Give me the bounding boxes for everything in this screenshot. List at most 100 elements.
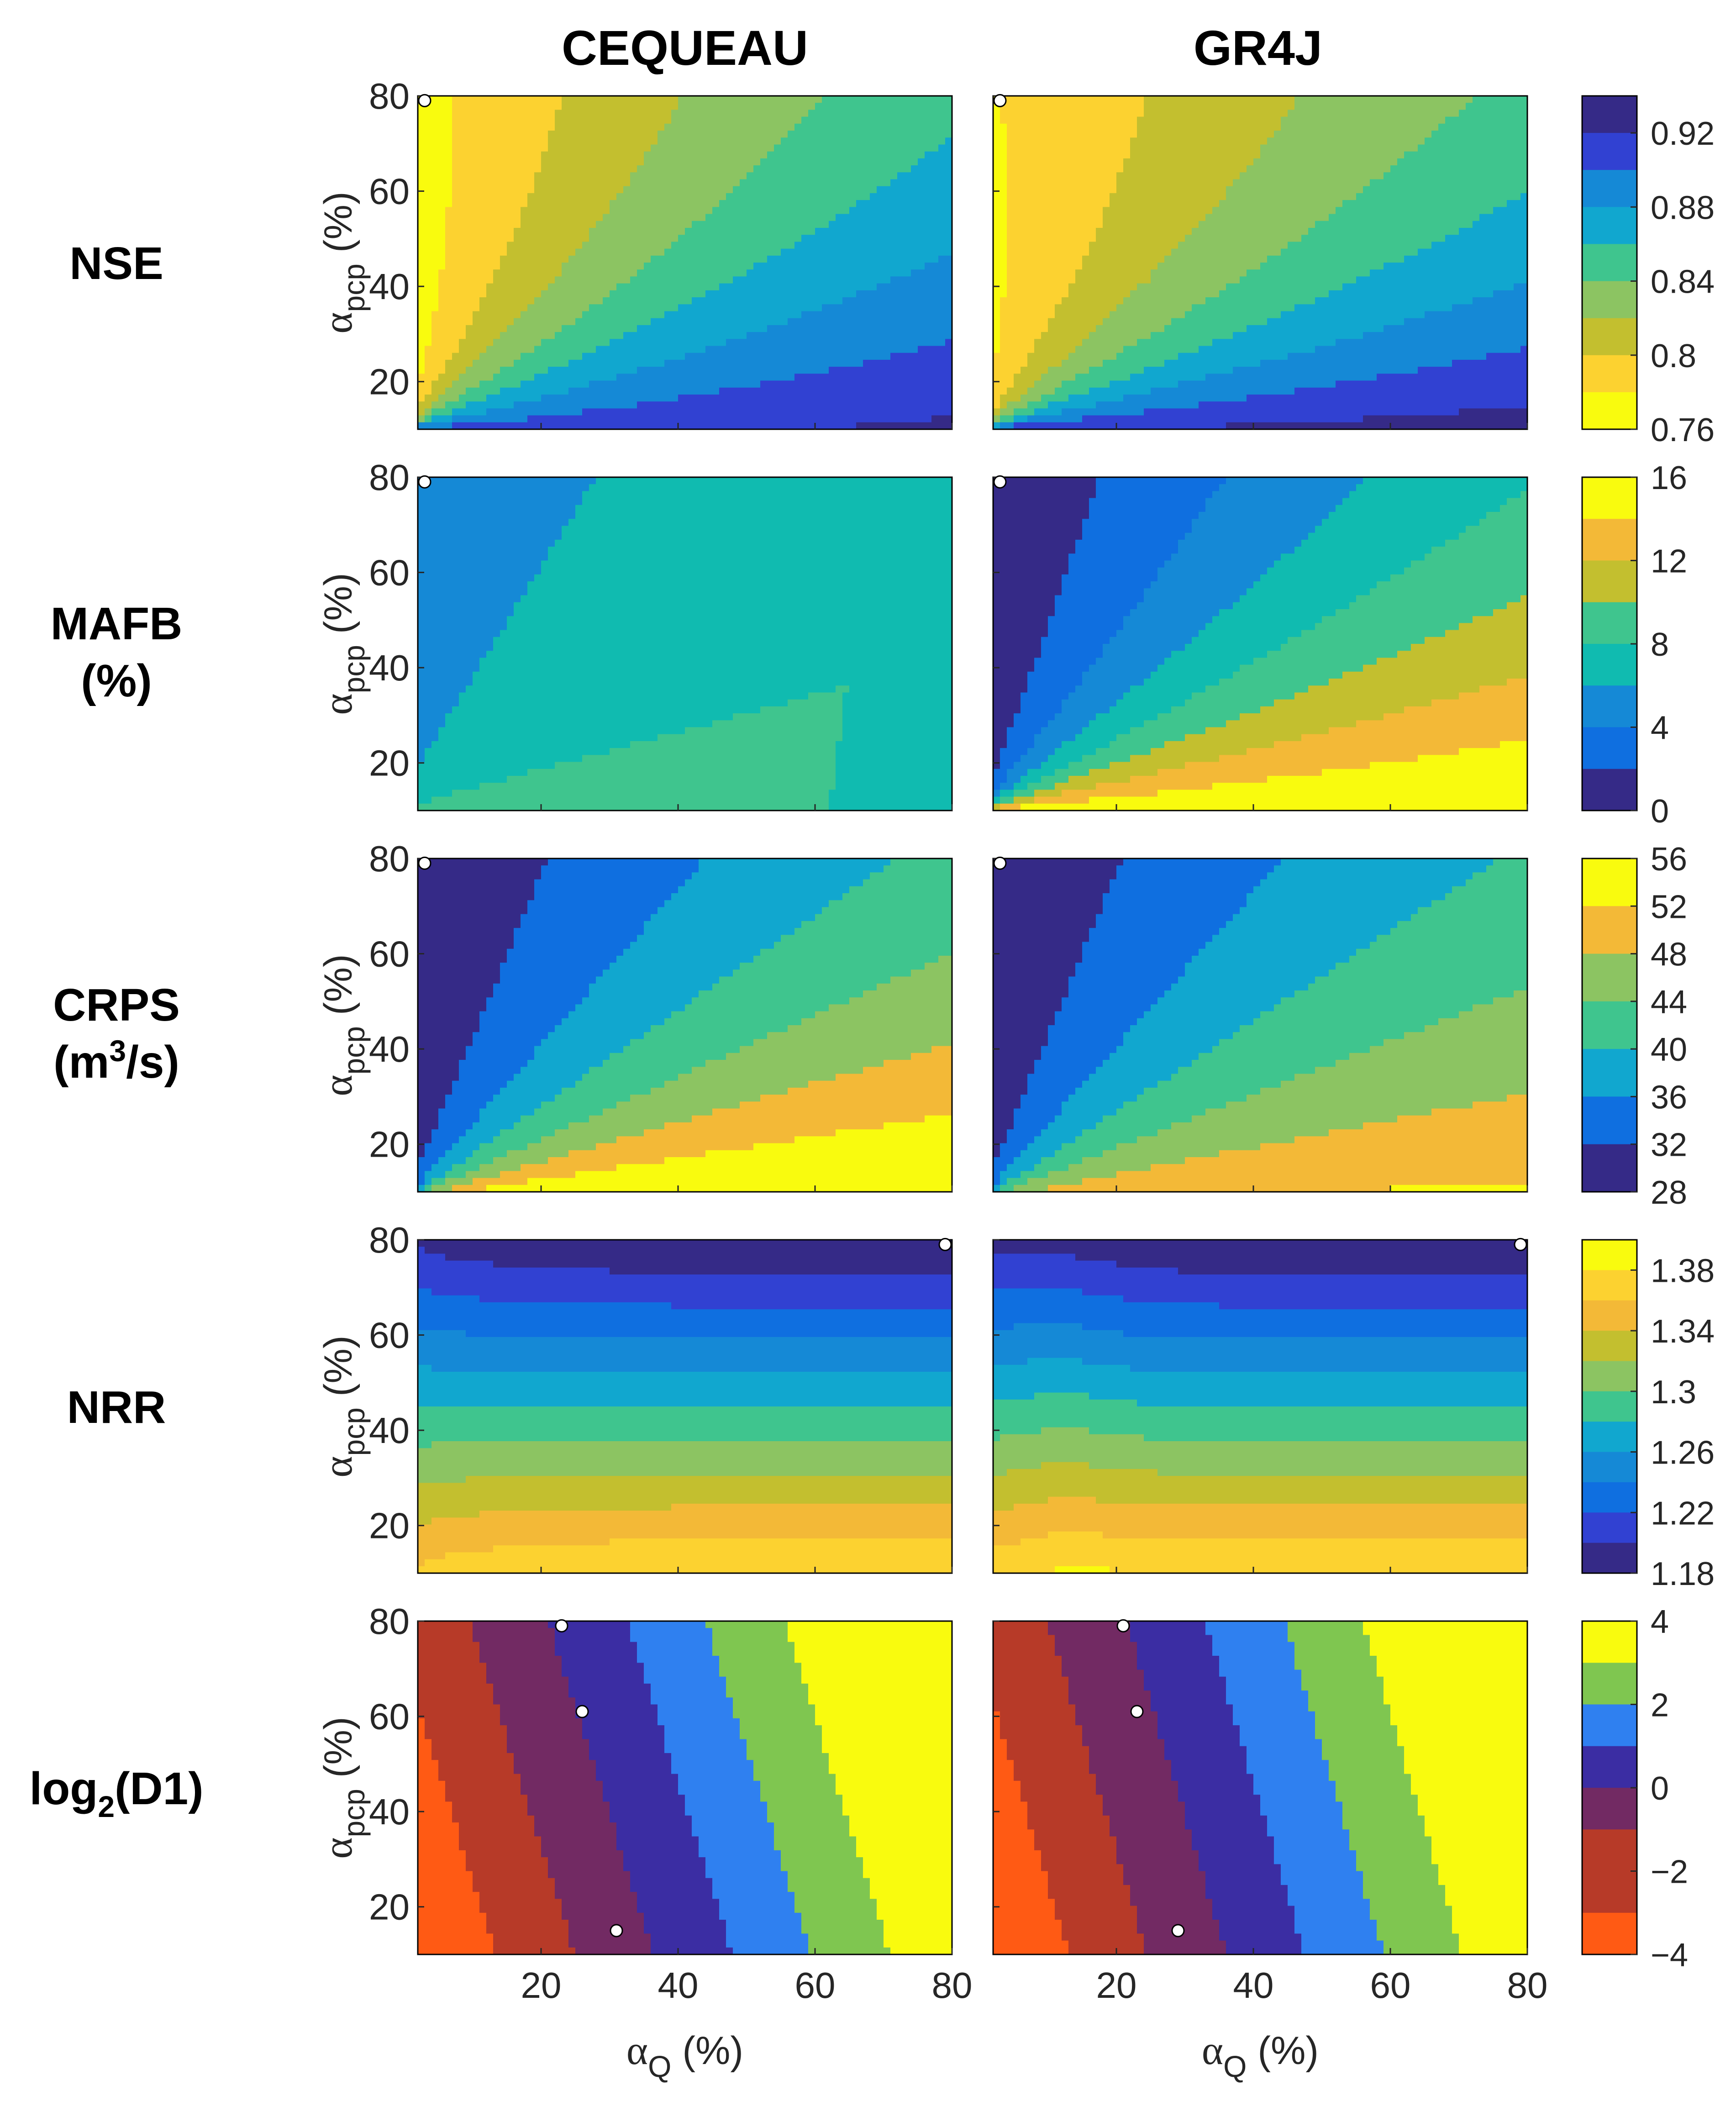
contour-cell xyxy=(1014,221,1021,228)
contour-cell xyxy=(678,276,685,284)
contour-cell xyxy=(479,248,487,256)
contour-cell xyxy=(699,408,706,416)
contour-cell xyxy=(767,151,774,159)
contour-cell xyxy=(822,359,829,367)
contour-cell xyxy=(753,339,761,347)
contour-cell xyxy=(945,123,952,131)
contour-cell xyxy=(1116,207,1124,215)
contour-cell xyxy=(610,144,617,152)
contour-cell xyxy=(822,374,829,381)
contour-cell xyxy=(507,131,514,138)
contour-cell xyxy=(685,353,692,360)
contour-cell xyxy=(931,255,939,263)
contour-cell xyxy=(1110,214,1117,221)
contour-cell xyxy=(589,248,596,256)
contour-cell xyxy=(753,387,761,395)
contour-cell xyxy=(445,283,452,291)
contour-cell xyxy=(623,269,631,277)
contour-cell xyxy=(589,172,596,180)
contour-cell xyxy=(534,276,542,284)
contour-cell xyxy=(692,242,699,249)
contour-cell xyxy=(459,353,466,360)
contour-cell xyxy=(1164,228,1172,236)
contour-cell xyxy=(616,186,624,194)
contour-cell xyxy=(603,318,610,326)
contour-cell xyxy=(589,123,596,131)
contour-cell xyxy=(788,158,795,166)
contour-cell xyxy=(931,395,939,402)
contour-cell xyxy=(534,158,542,166)
contour-cell xyxy=(836,395,843,402)
contour-cell xyxy=(466,103,473,111)
contour-cell xyxy=(877,367,884,374)
contour-cell xyxy=(712,123,720,131)
contour-cell xyxy=(637,131,644,138)
contour-cell xyxy=(1021,304,1028,312)
contour-cell xyxy=(1130,263,1137,270)
contour-cell xyxy=(658,353,665,360)
contour-cell xyxy=(1096,193,1103,200)
contour-cell xyxy=(486,207,494,215)
contour-cell xyxy=(774,401,781,409)
contour-cell xyxy=(575,290,583,298)
contour-cell xyxy=(938,422,946,429)
contour-cell xyxy=(1034,96,1042,104)
contour-cell xyxy=(671,179,679,187)
contour-cell xyxy=(1151,137,1158,145)
contour-cell xyxy=(486,283,494,291)
contour-cell xyxy=(726,207,733,215)
contour-cell xyxy=(1062,193,1069,200)
contour-cell xyxy=(993,165,1000,173)
contour-cell xyxy=(603,283,610,291)
contour-cell xyxy=(945,186,952,194)
contour-cell xyxy=(1062,165,1069,173)
contour-cell xyxy=(1027,110,1035,117)
contour-cell xyxy=(897,422,905,429)
contour-cell xyxy=(842,179,850,187)
contour-cell xyxy=(747,193,754,200)
contour-cell xyxy=(1007,269,1014,277)
contour-cell xyxy=(603,304,610,312)
contour-cell xyxy=(931,242,939,249)
contour-cell xyxy=(753,353,761,360)
contour-cell xyxy=(1103,110,1110,117)
contour-cell xyxy=(788,172,795,180)
contour-cell xyxy=(637,387,644,395)
contour-cell xyxy=(500,408,507,416)
contour-cell xyxy=(1000,263,1007,270)
contour-cell xyxy=(568,207,576,215)
contour-cell xyxy=(925,263,932,270)
contour-cell xyxy=(890,110,898,117)
contour-cell xyxy=(842,346,850,353)
contour-cell xyxy=(904,290,911,298)
contour-cell xyxy=(1137,422,1144,429)
contour-cell xyxy=(548,242,555,249)
contour-cell xyxy=(699,200,706,208)
contour-cell xyxy=(719,276,726,284)
contour-cell xyxy=(993,255,1000,263)
contour-cell xyxy=(884,374,891,381)
contour-cell xyxy=(794,359,802,367)
contour-cell xyxy=(1137,214,1144,221)
contour-cell xyxy=(466,165,473,173)
contour-cell xyxy=(1089,283,1096,291)
contour-cell xyxy=(870,131,877,138)
contour-cell xyxy=(925,290,932,298)
contour-cell xyxy=(870,221,877,228)
contour-cell xyxy=(1082,297,1089,305)
contour-cell xyxy=(603,408,610,416)
contour-cell xyxy=(890,332,898,340)
contour-cell xyxy=(904,367,911,374)
contour-cell xyxy=(726,144,733,152)
contour-cell xyxy=(753,395,761,402)
contour-cell xyxy=(1103,193,1110,200)
contour-cell xyxy=(473,179,480,187)
contour-cell xyxy=(664,144,672,152)
contour-cell xyxy=(493,193,500,200)
contour-cell xyxy=(466,339,473,347)
contour-cell xyxy=(822,110,829,117)
contour-cell xyxy=(897,263,905,270)
contour-cell xyxy=(822,269,829,277)
contour-cell xyxy=(610,242,617,249)
contour-cell xyxy=(1123,172,1131,180)
